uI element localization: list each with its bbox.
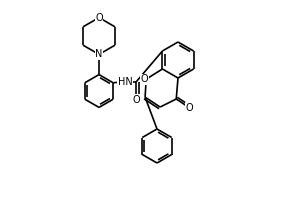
Text: O: O <box>132 95 140 105</box>
Text: O: O <box>141 74 148 84</box>
Text: O: O <box>95 13 103 23</box>
Text: N: N <box>95 49 103 59</box>
Text: HN: HN <box>118 77 133 87</box>
Text: O: O <box>186 103 194 113</box>
